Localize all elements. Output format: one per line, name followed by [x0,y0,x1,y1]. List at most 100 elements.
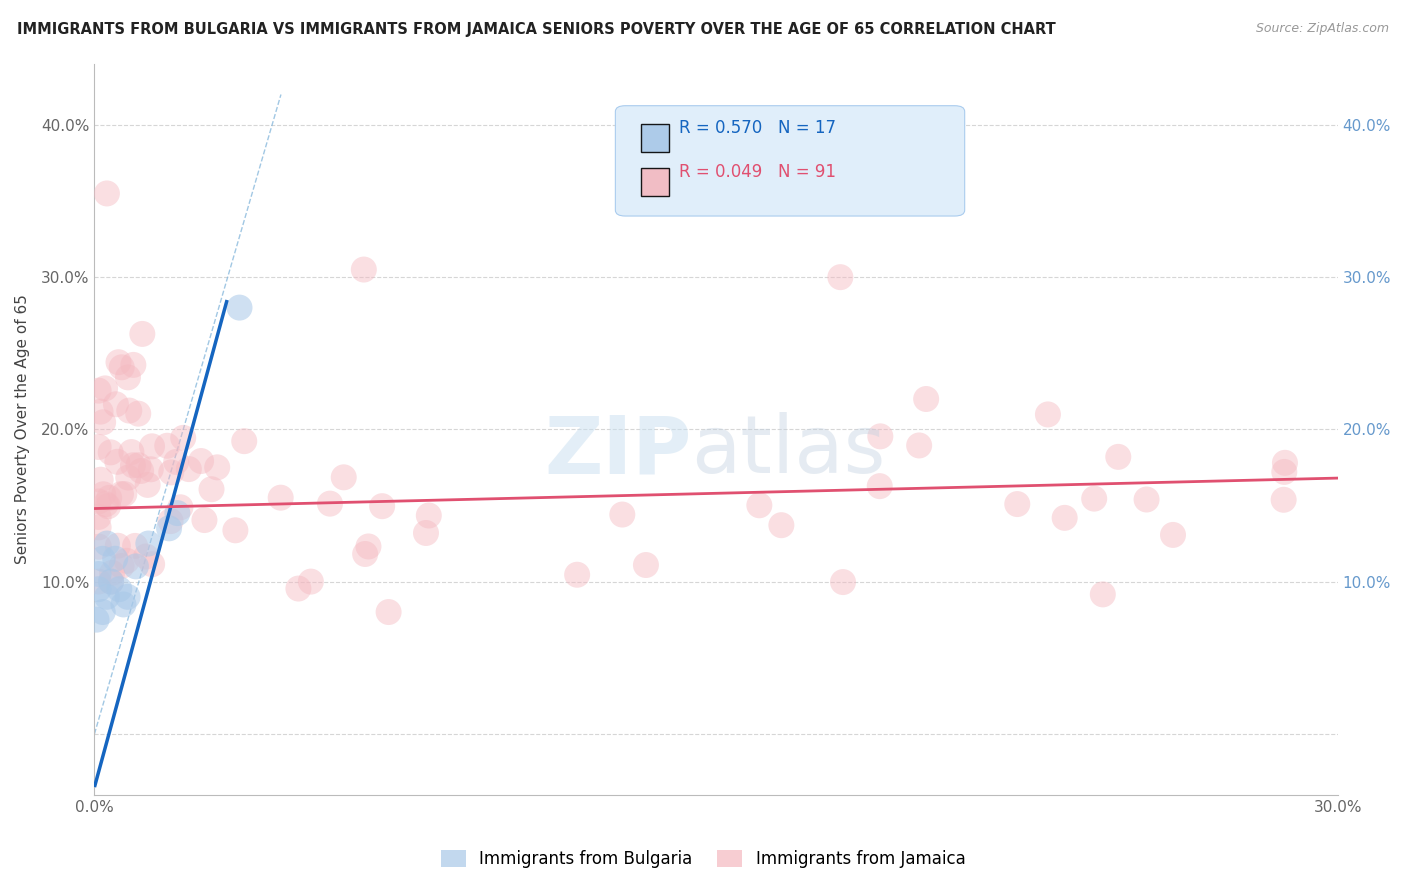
Point [224,524,246,538]
Text: R = 0.049   N = 91: R = 0.049 N = 91 [679,163,835,181]
Point [371,499,394,513]
Point [193,513,215,527]
Point [91,487,114,501]
Point [177,462,200,476]
Point [634,558,657,572]
Point [128,458,150,473]
Point [87,440,110,454]
Point [1053,511,1076,525]
Point [91,551,114,566]
Point [87,510,110,524]
Point [377,605,399,619]
Point [1083,491,1105,506]
Point [166,506,188,520]
Point [135,549,157,564]
Text: R = 0.570   N = 17: R = 0.570 N = 17 [679,120,835,137]
Point [1272,492,1295,507]
Point [157,521,180,535]
Point [96,186,118,201]
Point [112,487,135,501]
Point [91,415,114,429]
Point [908,438,931,452]
Point [233,434,256,449]
FancyBboxPatch shape [641,168,669,195]
Point [131,326,153,341]
Point [115,554,138,568]
Point [1161,528,1184,542]
Point [1274,456,1296,470]
Point [87,520,110,534]
Point [169,500,191,515]
Point [172,431,194,445]
Point [96,590,118,604]
Point [87,494,110,508]
Point [100,574,122,589]
Point [141,439,163,453]
Point [86,613,108,627]
Point [124,539,146,553]
Point [354,547,377,561]
Point [287,582,309,596]
Point [96,536,118,550]
Point [915,392,938,406]
Point [118,403,141,417]
Point [104,397,127,411]
Point [100,574,122,589]
Point [156,439,179,453]
Point [87,384,110,398]
Point [105,455,128,469]
Point [832,575,855,590]
Point [1107,450,1129,464]
Point [90,404,112,418]
Point [94,381,117,395]
Point [125,559,148,574]
Point [160,466,183,480]
Text: ZIP: ZIP [544,412,692,491]
Point [112,598,135,612]
Point [748,498,770,512]
Point [111,360,134,375]
Point [91,605,114,619]
Point [141,558,163,572]
Legend: Immigrants from Bulgaria, Immigrants from Jamaica: Immigrants from Bulgaria, Immigrants fro… [434,843,972,875]
Point [94,497,117,511]
Point [1036,408,1059,422]
Point [200,482,222,496]
Point [1135,492,1157,507]
Point [165,455,187,469]
Point [120,445,142,459]
Point [415,526,437,541]
FancyBboxPatch shape [641,124,669,152]
Point [90,473,112,487]
Point [1272,465,1295,479]
Point [122,458,145,473]
Point [138,536,160,550]
Point [87,540,110,554]
Point [117,590,139,604]
Point [97,499,120,513]
Point [332,470,354,484]
Point [1007,497,1029,511]
Point [87,574,110,589]
Point [228,301,250,315]
Point [101,566,124,580]
Point [869,429,891,443]
Point [159,514,181,528]
FancyBboxPatch shape [616,106,965,216]
Point [869,479,891,493]
Point [107,539,129,553]
Text: atlas: atlas [692,412,886,491]
Point [136,478,159,492]
Point [319,497,342,511]
Point [127,407,149,421]
Point [1091,587,1114,601]
Point [418,508,440,523]
Point [205,460,228,475]
Point [87,566,110,581]
Point [299,574,322,589]
Point [98,491,121,505]
Y-axis label: Seniors Poverty Over the Age of 65: Seniors Poverty Over the Age of 65 [15,294,30,565]
Point [87,582,110,597]
Point [770,518,793,533]
Point [108,582,131,597]
